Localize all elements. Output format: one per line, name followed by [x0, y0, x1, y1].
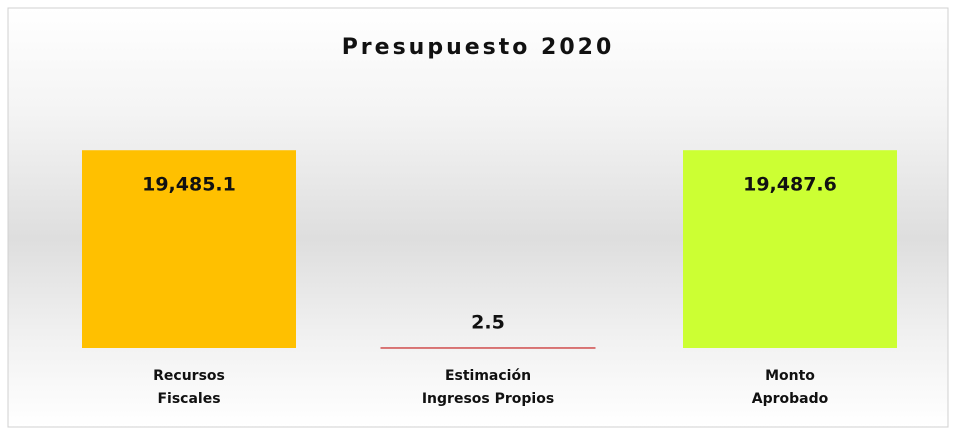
bar: [683, 150, 897, 348]
x-tick-label: Monto: [765, 368, 815, 384]
x-tick-label: Fiscales: [157, 391, 220, 407]
x-tick-label: Aprobado: [752, 391, 829, 407]
bar: [82, 150, 296, 348]
data-label: 19,485.1: [142, 174, 236, 196]
data-label: 19,487.6: [743, 174, 837, 196]
x-tick-label: Ingresos Propios: [422, 391, 554, 407]
data-label: 2.5: [471, 311, 505, 333]
x-tick-label: Recursos: [153, 368, 225, 384]
x-tick-label: Estimación: [445, 368, 531, 384]
chart-title: Presupuesto 2020: [342, 35, 615, 60]
